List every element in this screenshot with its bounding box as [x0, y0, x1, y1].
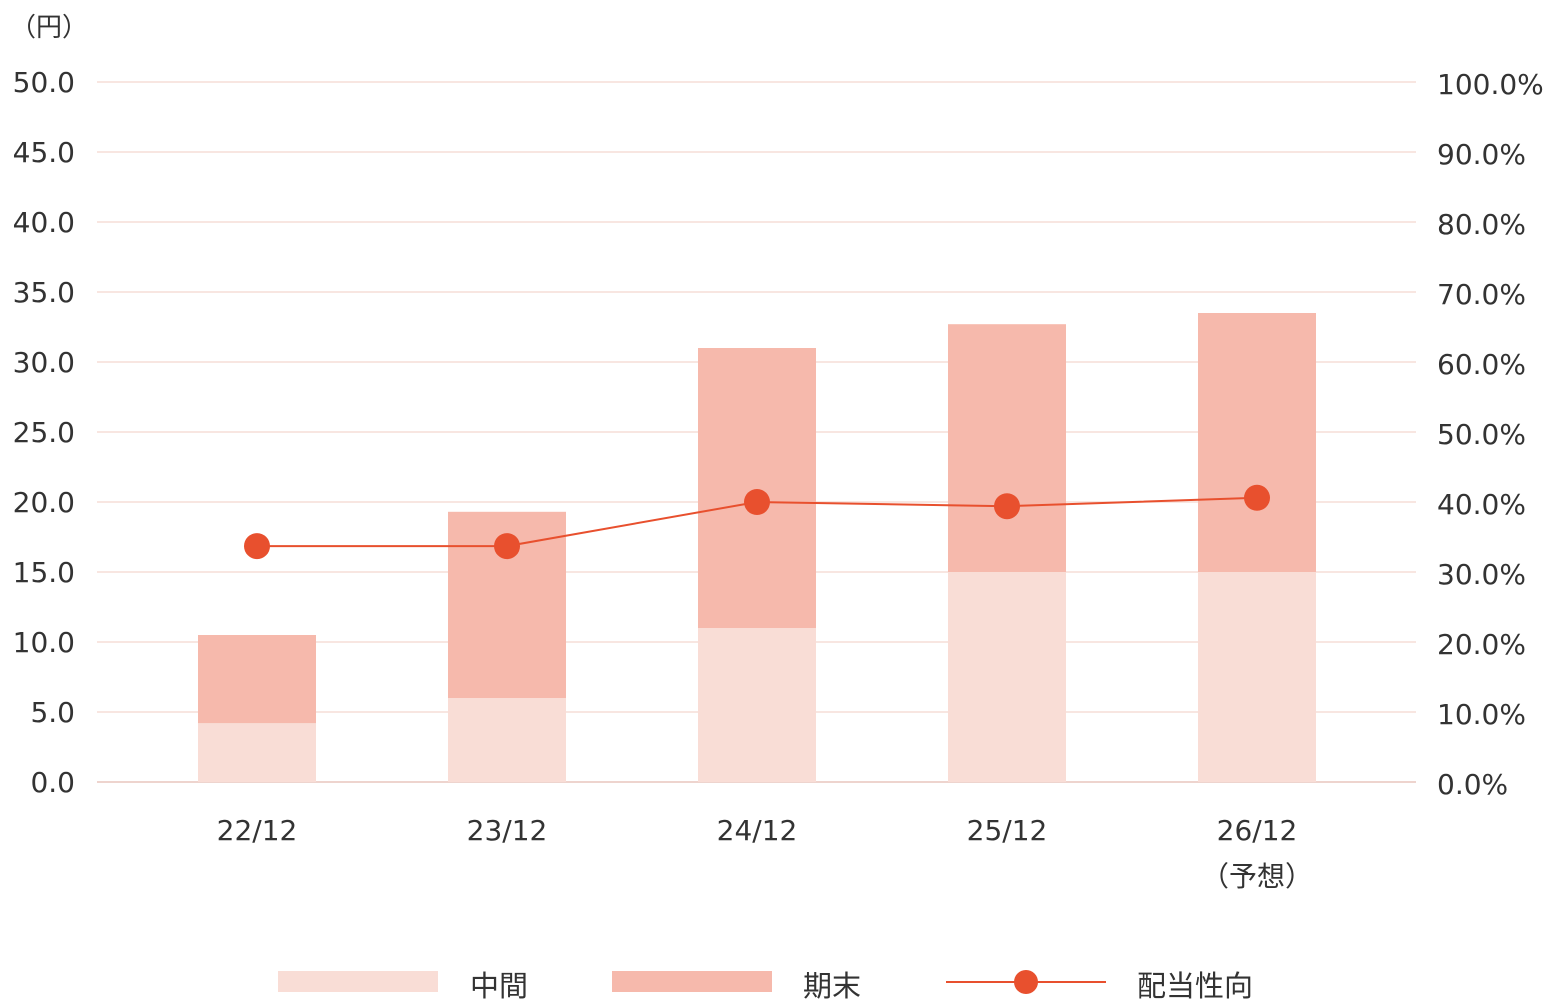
left-tick-label: 15.0 — [13, 556, 75, 589]
x-axis: 22/12 23/12 24/12 25/12 26/12 （予想） — [217, 814, 1313, 893]
left-tick-label: 45.0 — [13, 136, 75, 169]
right-axis: 0.0% 10.0% 20.0% 30.0% 40.0% 50.0% 60.0% 70.0% 8… — [1437, 68, 1544, 801]
left-axis: 0.0 5.0 10.0 15.0 20.0 25.0 30.0 35.0 40.0 45.0 50… — [13, 66, 75, 799]
right-tick-label: 50.0% — [1437, 418, 1526, 451]
x-tick-label: 24/12 — [717, 814, 798, 847]
right-tick-label: 70.0% — [1437, 278, 1526, 311]
bar-year-end — [198, 635, 316, 724]
right-tick-label: 10.0% — [1437, 698, 1526, 731]
bar-interim — [448, 698, 566, 782]
left-tick-label: 20.0 — [13, 486, 75, 519]
bar-year-end — [948, 324, 1066, 572]
x-tick-label: 26/12 — [1217, 814, 1298, 847]
x-tick-label: 25/12 — [967, 814, 1048, 847]
left-tick-label: 25.0 — [13, 416, 75, 449]
x-tick-label: 23/12 — [467, 814, 548, 847]
legend-label-interim: 中間 — [470, 969, 528, 1003]
payout-ratio-point — [494, 533, 520, 560]
right-tick-label: 30.0% — [1437, 558, 1526, 591]
right-tick-label: 100.0% — [1437, 68, 1544, 101]
left-tick-label: 35.0 — [13, 276, 75, 309]
legend-label-year-end: 期末 — [803, 969, 861, 1003]
right-tick-label: 0.0% — [1437, 768, 1508, 801]
bar-interim — [948, 572, 1066, 782]
right-tick-label: 80.0% — [1437, 208, 1526, 241]
payout-ratio-point — [244, 533, 270, 560]
legend-swatch-year-end — [612, 971, 772, 992]
bars — [198, 313, 1316, 782]
legend-swatch-interim — [278, 971, 438, 992]
left-tick-label: 50.0 — [13, 66, 75, 99]
legend-label-payout-ratio: 配当性向 — [1137, 969, 1253, 1003]
x-tick-label: 22/12 — [217, 814, 298, 847]
x-tick-note: （予想） — [1201, 860, 1313, 893]
bar-interim — [698, 628, 816, 782]
bar-interim — [1198, 572, 1316, 782]
payout-ratio-point — [744, 489, 770, 515]
left-tick-label: 10.0 — [13, 626, 75, 659]
legend-swatch-payout-marker — [1014, 970, 1038, 994]
right-tick-label: 40.0% — [1437, 488, 1526, 521]
bar-year-end — [1198, 313, 1316, 572]
legend: 中間 期末 配当性向 — [278, 969, 1253, 1003]
bar-interim — [198, 723, 316, 782]
right-tick-label: 20.0% — [1437, 628, 1526, 661]
left-axis-unit: （円） — [10, 13, 88, 43]
left-tick-label: 0.0 — [30, 766, 75, 799]
left-tick-label: 30.0 — [13, 346, 75, 379]
left-tick-label: 40.0 — [13, 206, 75, 239]
payout-ratio-point — [1244, 484, 1270, 511]
right-tick-label: 90.0% — [1437, 138, 1526, 171]
payout-ratio-line — [244, 484, 1270, 560]
right-tick-label: 60.0% — [1437, 348, 1526, 381]
bar-year-end — [698, 348, 816, 628]
left-tick-label: 5.0 — [30, 696, 75, 729]
payout-ratio-point — [994, 493, 1020, 520]
